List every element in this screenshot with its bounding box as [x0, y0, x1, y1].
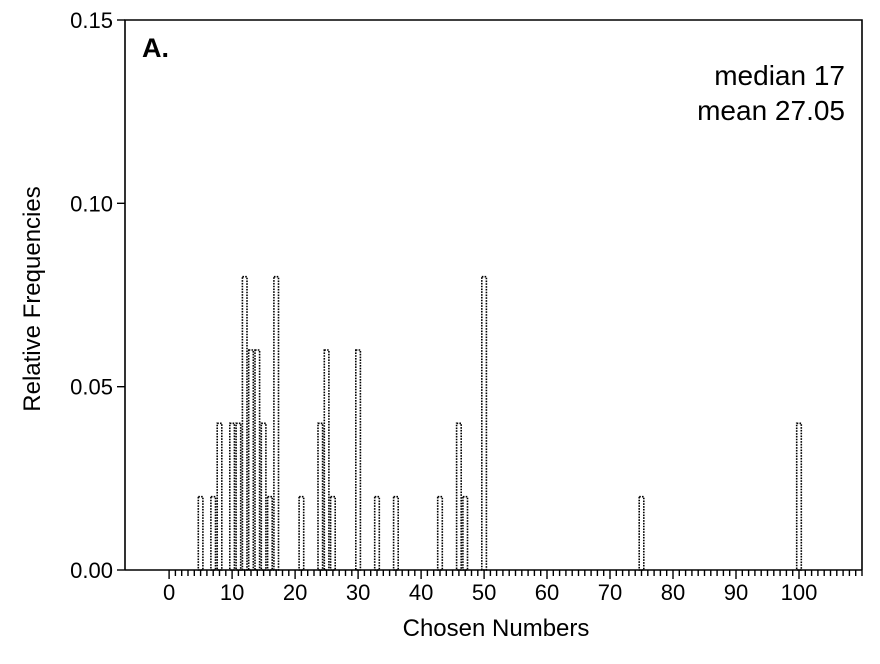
bar-50 — [480, 275, 488, 571]
y-tick-label: 0.10 — [70, 191, 113, 216]
x-ticks-group — [168, 570, 863, 579]
bar-16 — [266, 495, 274, 571]
bar-100 — [795, 422, 803, 571]
bar-14 — [254, 349, 261, 571]
y-tick-label: 0.00 — [70, 558, 113, 583]
x-tick-label: 0 — [163, 580, 175, 605]
x-tick-label: 20 — [283, 580, 307, 605]
x-axis-title: Chosen Numbers — [403, 615, 590, 642]
bar-30 — [354, 349, 362, 571]
x-tick-label: 90 — [724, 580, 748, 605]
x-tick-label: 60 — [535, 580, 559, 605]
x-tick-label: 50 — [472, 580, 496, 605]
bar-8 — [216, 422, 223, 571]
y-tick-label: 0.05 — [70, 375, 113, 400]
bar-12 — [241, 275, 248, 571]
y-tick-label: 0.15 — [70, 8, 113, 33]
bar-21 — [298, 495, 305, 571]
bar-24 — [317, 422, 324, 571]
bar-47 — [462, 495, 469, 571]
x-tick-label: 80 — [661, 580, 685, 605]
bar-13 — [247, 349, 255, 571]
bar-11 — [235, 422, 242, 571]
panel-label: A. — [142, 33, 169, 63]
bar-25 — [323, 349, 330, 571]
median-annotation: median 17 — [714, 60, 845, 91]
y-axis-title: Relative Frequencies — [19, 186, 46, 411]
bar-75 — [638, 495, 645, 571]
bar-26 — [329, 495, 337, 571]
x-tick-label: 10 — [220, 580, 244, 605]
y-ticks-group — [117, 19, 125, 571]
x-tick-label: 70 — [598, 580, 622, 605]
bar-33 — [373, 495, 381, 571]
bar-15 — [260, 422, 267, 571]
bar-36 — [392, 495, 400, 571]
bars-group — [197, 275, 803, 571]
bar-17 — [273, 275, 280, 571]
bar-43 — [436, 495, 444, 571]
mean-annotation: mean 27.05 — [697, 95, 845, 126]
bar-5 — [197, 495, 204, 571]
bar-46 — [455, 422, 463, 571]
x-tick-label: 100 — [781, 580, 818, 605]
x-tick-label: 30 — [346, 580, 370, 605]
bar-7 — [210, 495, 217, 571]
y-tick-labels-group: 0.00 0.05 0.10 0.15 — [70, 8, 113, 583]
x-tick-label: 40 — [409, 580, 433, 605]
bar-10 — [229, 422, 236, 571]
x-tick-labels-group: 0 10 20 30 40 50 60 70 80 90 100 — [163, 580, 817, 605]
plot-frame — [124, 19, 863, 571]
